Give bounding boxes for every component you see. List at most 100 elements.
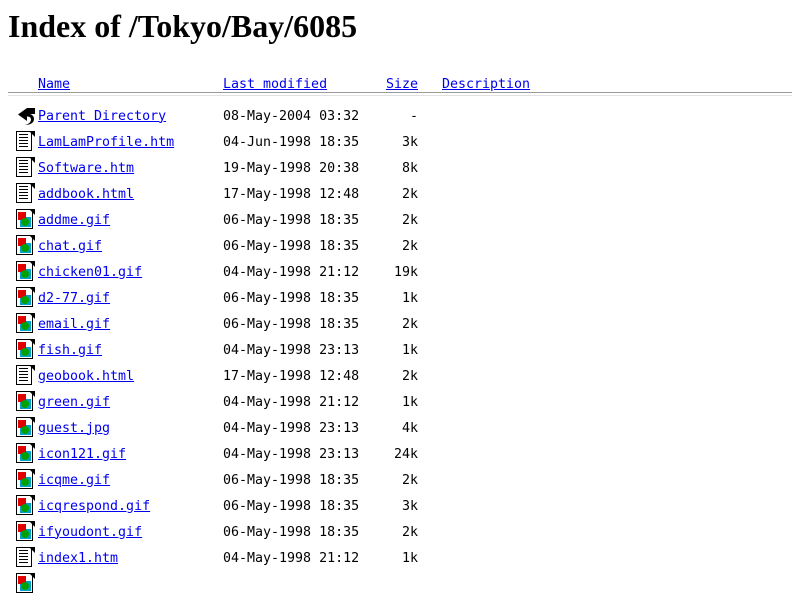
text-document-icon: [16, 157, 36, 179]
row-size: 8k: [401, 160, 418, 176]
table-row: [8, 571, 792, 597]
table-row: ifyoudont.gif 06-May-1998 18:35 2k: [8, 519, 792, 545]
file-link[interactable]: Software.htm: [38, 160, 135, 176]
file-link[interactable]: d2-77.gif: [38, 290, 111, 306]
image-file-icon: [16, 495, 36, 517]
file-link[interactable]: index1.htm: [38, 550, 119, 566]
row-last-modified: 17-May-1998 12:48: [223, 186, 360, 202]
file-link[interactable]: icqrespond.gif: [38, 498, 151, 514]
file-link[interactable]: guest.jpg: [38, 420, 111, 436]
row-name-cell: LamLamProfile.htm: [38, 135, 223, 150]
row-name-cell: ifyoudont.gif: [38, 525, 223, 540]
file-link[interactable]: icon121.gif: [38, 446, 127, 462]
row-last-modified: 06-May-1998 18:35: [223, 290, 360, 306]
row-name-cell: icqme.gif: [38, 473, 223, 488]
file-link[interactable]: green.gif: [38, 394, 111, 410]
text-document-icon: [16, 183, 36, 205]
row-icon-cell: [8, 207, 38, 233]
row-icon-cell: [8, 155, 38, 181]
row-icon-cell: [8, 493, 38, 519]
sort-by-description-link[interactable]: Description: [442, 77, 531, 92]
image-file-icon: [16, 261, 36, 283]
row-icon-cell: [8, 415, 38, 441]
image-file-icon: [16, 521, 36, 543]
row-name-cell: addme.gif: [38, 213, 223, 228]
row-name-cell: email.gif: [38, 317, 223, 332]
column-header-size: Size: [385, 77, 418, 92]
table-row: LamLamProfile.htm 04-Jun-1998 18:35 3k: [8, 129, 792, 155]
row-icon-cell: [8, 441, 38, 467]
file-link[interactable]: Parent Directory: [38, 108, 167, 124]
row-last-modified: 06-May-1998 18:35: [223, 212, 360, 228]
file-link[interactable]: email.gif: [38, 316, 111, 332]
file-link[interactable]: addbook.html: [38, 186, 135, 202]
row-icon-cell: [8, 181, 38, 207]
row-last-modified: 04-May-1998 23:13: [223, 446, 360, 462]
table-row: icqrespond.gif 06-May-1998 18:35 3k: [8, 493, 792, 519]
file-link[interactable]: fish.gif: [38, 342, 103, 358]
table-row: icqme.gif 06-May-1998 18:35 2k: [8, 467, 792, 493]
row-size: 1k: [401, 394, 418, 410]
column-header-last-modified: Last modified: [223, 77, 385, 92]
row-last-modified: 17-May-1998 12:48: [223, 368, 360, 384]
row-last-modified: 04-May-1998 23:13: [223, 420, 360, 436]
image-file-icon: [16, 313, 36, 335]
row-name-cell: guest.jpg: [38, 421, 223, 436]
row-last-modified: 06-May-1998 18:35: [223, 238, 360, 254]
row-name-cell: icqrespond.gif: [38, 499, 223, 514]
row-size: -: [409, 108, 418, 124]
image-file-icon: [16, 469, 36, 491]
row-last-modified: 04-Jun-1998 18:35: [223, 134, 360, 150]
table-row: addme.gif 06-May-1998 18:35 2k: [8, 207, 792, 233]
table-row: green.gif 04-May-1998 21:12 1k: [8, 389, 792, 415]
file-link[interactable]: chicken01.gif: [38, 264, 143, 280]
table-header-row: Name Last modified Size Description: [8, 66, 792, 92]
row-icon-cell: [8, 389, 38, 415]
table-row: addbook.html 17-May-1998 12:48 2k: [8, 181, 792, 207]
row-size: 1k: [401, 550, 418, 566]
sort-by-size-link[interactable]: Size: [385, 77, 418, 92]
table-row: chat.gif 06-May-1998 18:35 2k: [8, 233, 792, 259]
row-last-modified: 04-May-1998 21:12: [223, 394, 360, 410]
row-icon-cell: [8, 545, 38, 571]
row-name-cell: fish.gif: [38, 343, 223, 358]
row-last-modified: 04-May-1998 21:12: [223, 264, 360, 280]
text-document-icon: [16, 131, 36, 153]
table-row: d2-77.gif 06-May-1998 18:35 1k: [8, 285, 792, 311]
row-size: 2k: [401, 186, 418, 202]
row-icon-cell: [8, 519, 38, 545]
table-row: email.gif 06-May-1998 18:35 2k: [8, 311, 792, 337]
row-icon-cell: [8, 311, 38, 337]
file-link[interactable]: geobook.html: [38, 368, 135, 384]
row-name-cell: index1.htm: [38, 551, 223, 566]
row-name-cell: chicken01.gif: [38, 265, 223, 280]
header-divider: [8, 92, 792, 96]
column-header-name: Name: [38, 77, 223, 92]
sort-by-last-modified-link[interactable]: Last modified: [223, 77, 328, 92]
row-icon-cell: [8, 571, 38, 597]
row-name-cell: icon121.gif: [38, 447, 223, 462]
file-link[interactable]: addme.gif: [38, 212, 111, 228]
file-link[interactable]: icqme.gif: [38, 472, 111, 488]
row-size: 1k: [401, 290, 418, 306]
table-row: index1.htm 04-May-1998 21:12 1k: [8, 545, 792, 571]
image-file-icon: [16, 417, 36, 439]
file-link[interactable]: ifyoudont.gif: [38, 524, 143, 540]
row-last-modified: 04-May-1998 21:12: [223, 550, 360, 566]
table-row: geobook.html 17-May-1998 12:48 2k: [8, 363, 792, 389]
row-icon-cell: [8, 285, 38, 311]
row-icon-cell: [8, 103, 38, 129]
row-icon-cell: [8, 259, 38, 285]
row-size: 2k: [401, 316, 418, 332]
row-icon-cell: [8, 337, 38, 363]
sort-by-name-link[interactable]: Name: [38, 77, 71, 92]
file-listing: Parent Directory 08-May-2004 03:32 - LamLam…: [8, 103, 792, 597]
file-link[interactable]: chat.gif: [38, 238, 103, 254]
table-row: fish.gif 04-May-1998 23:13 1k: [8, 337, 792, 363]
image-file-icon: [16, 287, 36, 309]
file-link[interactable]: LamLamProfile.htm: [38, 134, 175, 150]
image-file-icon: [16, 235, 36, 257]
row-icon-cell: [8, 467, 38, 493]
row-size: 4k: [401, 420, 418, 436]
